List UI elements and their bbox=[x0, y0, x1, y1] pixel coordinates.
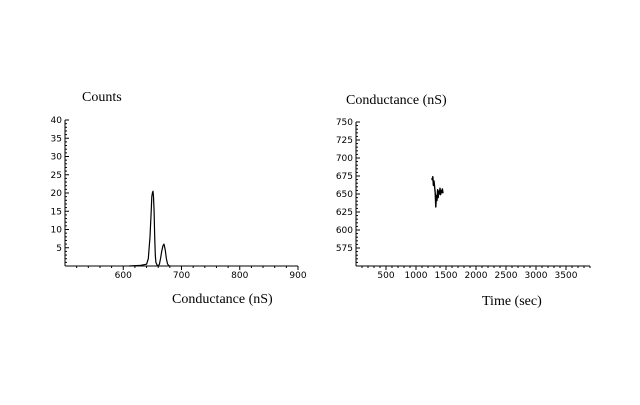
left-x-tick-label: 900 bbox=[289, 271, 306, 281]
left-x-tick-label: 600 bbox=[115, 271, 132, 281]
left-y-tick-label: 40 bbox=[51, 116, 63, 126]
right-x-tick-label: 2000 bbox=[465, 271, 488, 281]
right-y-tick-label: 575 bbox=[336, 244, 353, 254]
right-y-tick-label: 750 bbox=[336, 118, 353, 128]
left-y-tick-label: 20 bbox=[51, 189, 63, 199]
right-y-tick-label: 600 bbox=[336, 226, 353, 236]
left-y-tick-label: 25 bbox=[51, 171, 62, 181]
left-y-tick-label: 10 bbox=[51, 226, 63, 236]
left-x-tick-label: 800 bbox=[231, 271, 248, 281]
left-y-tick-label: 5 bbox=[56, 244, 62, 254]
right-y-axis-label: Conductance (nS) bbox=[346, 93, 447, 108]
right-x-tick-label: 3500 bbox=[555, 271, 578, 281]
left-y-tick-label: 35 bbox=[51, 134, 62, 144]
left-series-line bbox=[129, 190, 171, 267]
right-x-tick-label: 1000 bbox=[405, 271, 428, 281]
right-x-tick-label: 1500 bbox=[435, 271, 458, 281]
right-y-tick-label: 675 bbox=[336, 172, 353, 182]
right-series-line bbox=[430, 175, 444, 208]
right-y-tick-label: 650 bbox=[336, 190, 353, 200]
right-y-tick-label: 700 bbox=[336, 154, 353, 164]
right-y-tick-label: 725 bbox=[336, 136, 353, 146]
left-x-axis-label: Conductance (nS) bbox=[172, 292, 273, 307]
left-y-axis-label: Counts bbox=[82, 90, 122, 105]
right-x-tick-label: 2500 bbox=[495, 271, 518, 281]
left-y-tick-label: 30 bbox=[51, 153, 63, 163]
right-x-tick-label: 500 bbox=[377, 271, 394, 281]
left-y-tick-label: 15 bbox=[51, 207, 62, 217]
right-x-axis-label: Time (sec) bbox=[482, 294, 542, 309]
right-y-tick-label: 625 bbox=[336, 208, 353, 218]
left-x-tick-label: 700 bbox=[173, 271, 190, 281]
right-x-tick-label: 3000 bbox=[525, 271, 548, 281]
